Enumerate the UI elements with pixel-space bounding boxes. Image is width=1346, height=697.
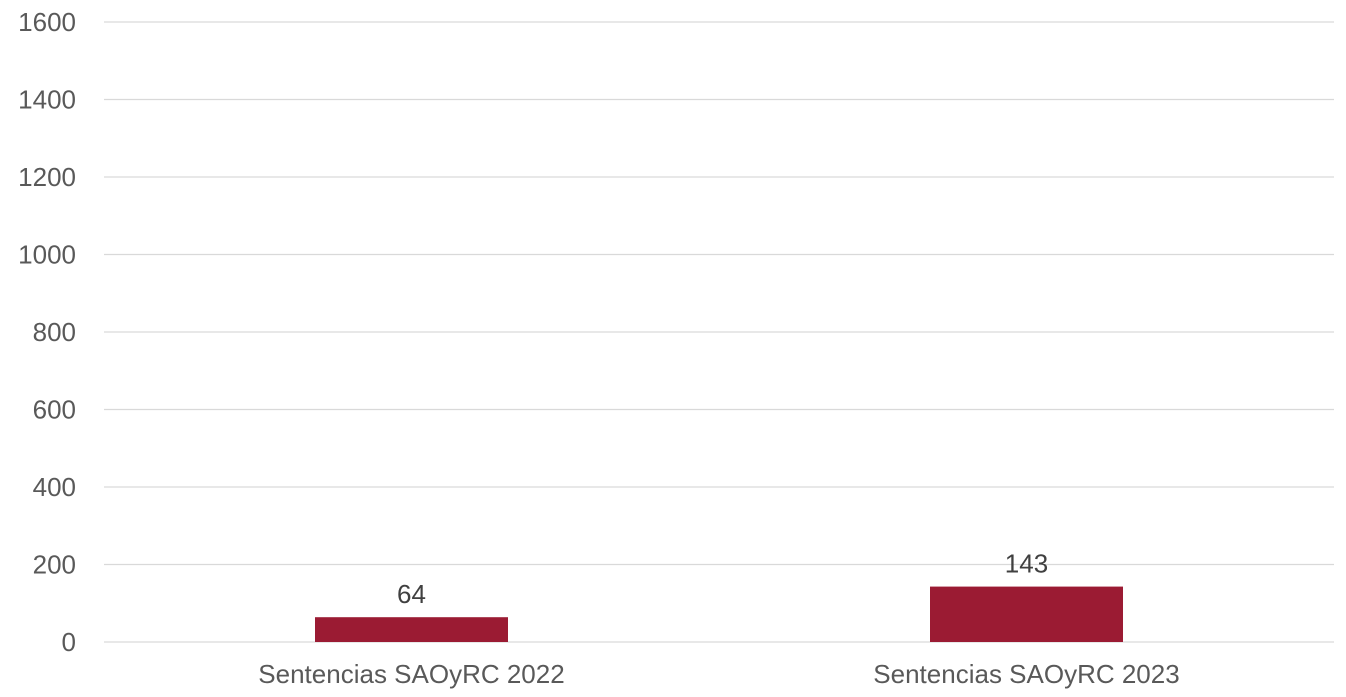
y-tick-label: 1200 xyxy=(18,162,76,192)
y-axis-tick-labels: 0 200 400 600 800 1000 1200 1400 1600 xyxy=(18,7,76,657)
y-tick-label: 600 xyxy=(33,395,76,425)
y-tick-label: 400 xyxy=(33,472,76,502)
bars xyxy=(315,586,1123,642)
bar-2 xyxy=(930,586,1123,642)
y-tick-label: 0 xyxy=(62,627,76,657)
x-category-label: Sentencias SAOyRC 2023 xyxy=(873,659,1179,689)
gridlines xyxy=(104,21,1334,643)
y-tick-label: 1000 xyxy=(18,240,76,270)
y-tick-label: 200 xyxy=(33,550,76,580)
data-labels: 64 143 xyxy=(397,549,1048,610)
y-tick-label: 1600 xyxy=(18,7,76,37)
y-tick-label: 800 xyxy=(33,317,76,347)
data-label: 64 xyxy=(397,579,426,609)
x-axis-category-labels: Sentencias SAOyRC 2022 Sentencias SAOyRC … xyxy=(258,659,1179,689)
data-label: 143 xyxy=(1005,549,1048,579)
x-category-label: Sentencias SAOyRC 2022 xyxy=(258,659,564,689)
bar-1 xyxy=(315,617,508,642)
y-tick-label: 1400 xyxy=(18,85,76,115)
